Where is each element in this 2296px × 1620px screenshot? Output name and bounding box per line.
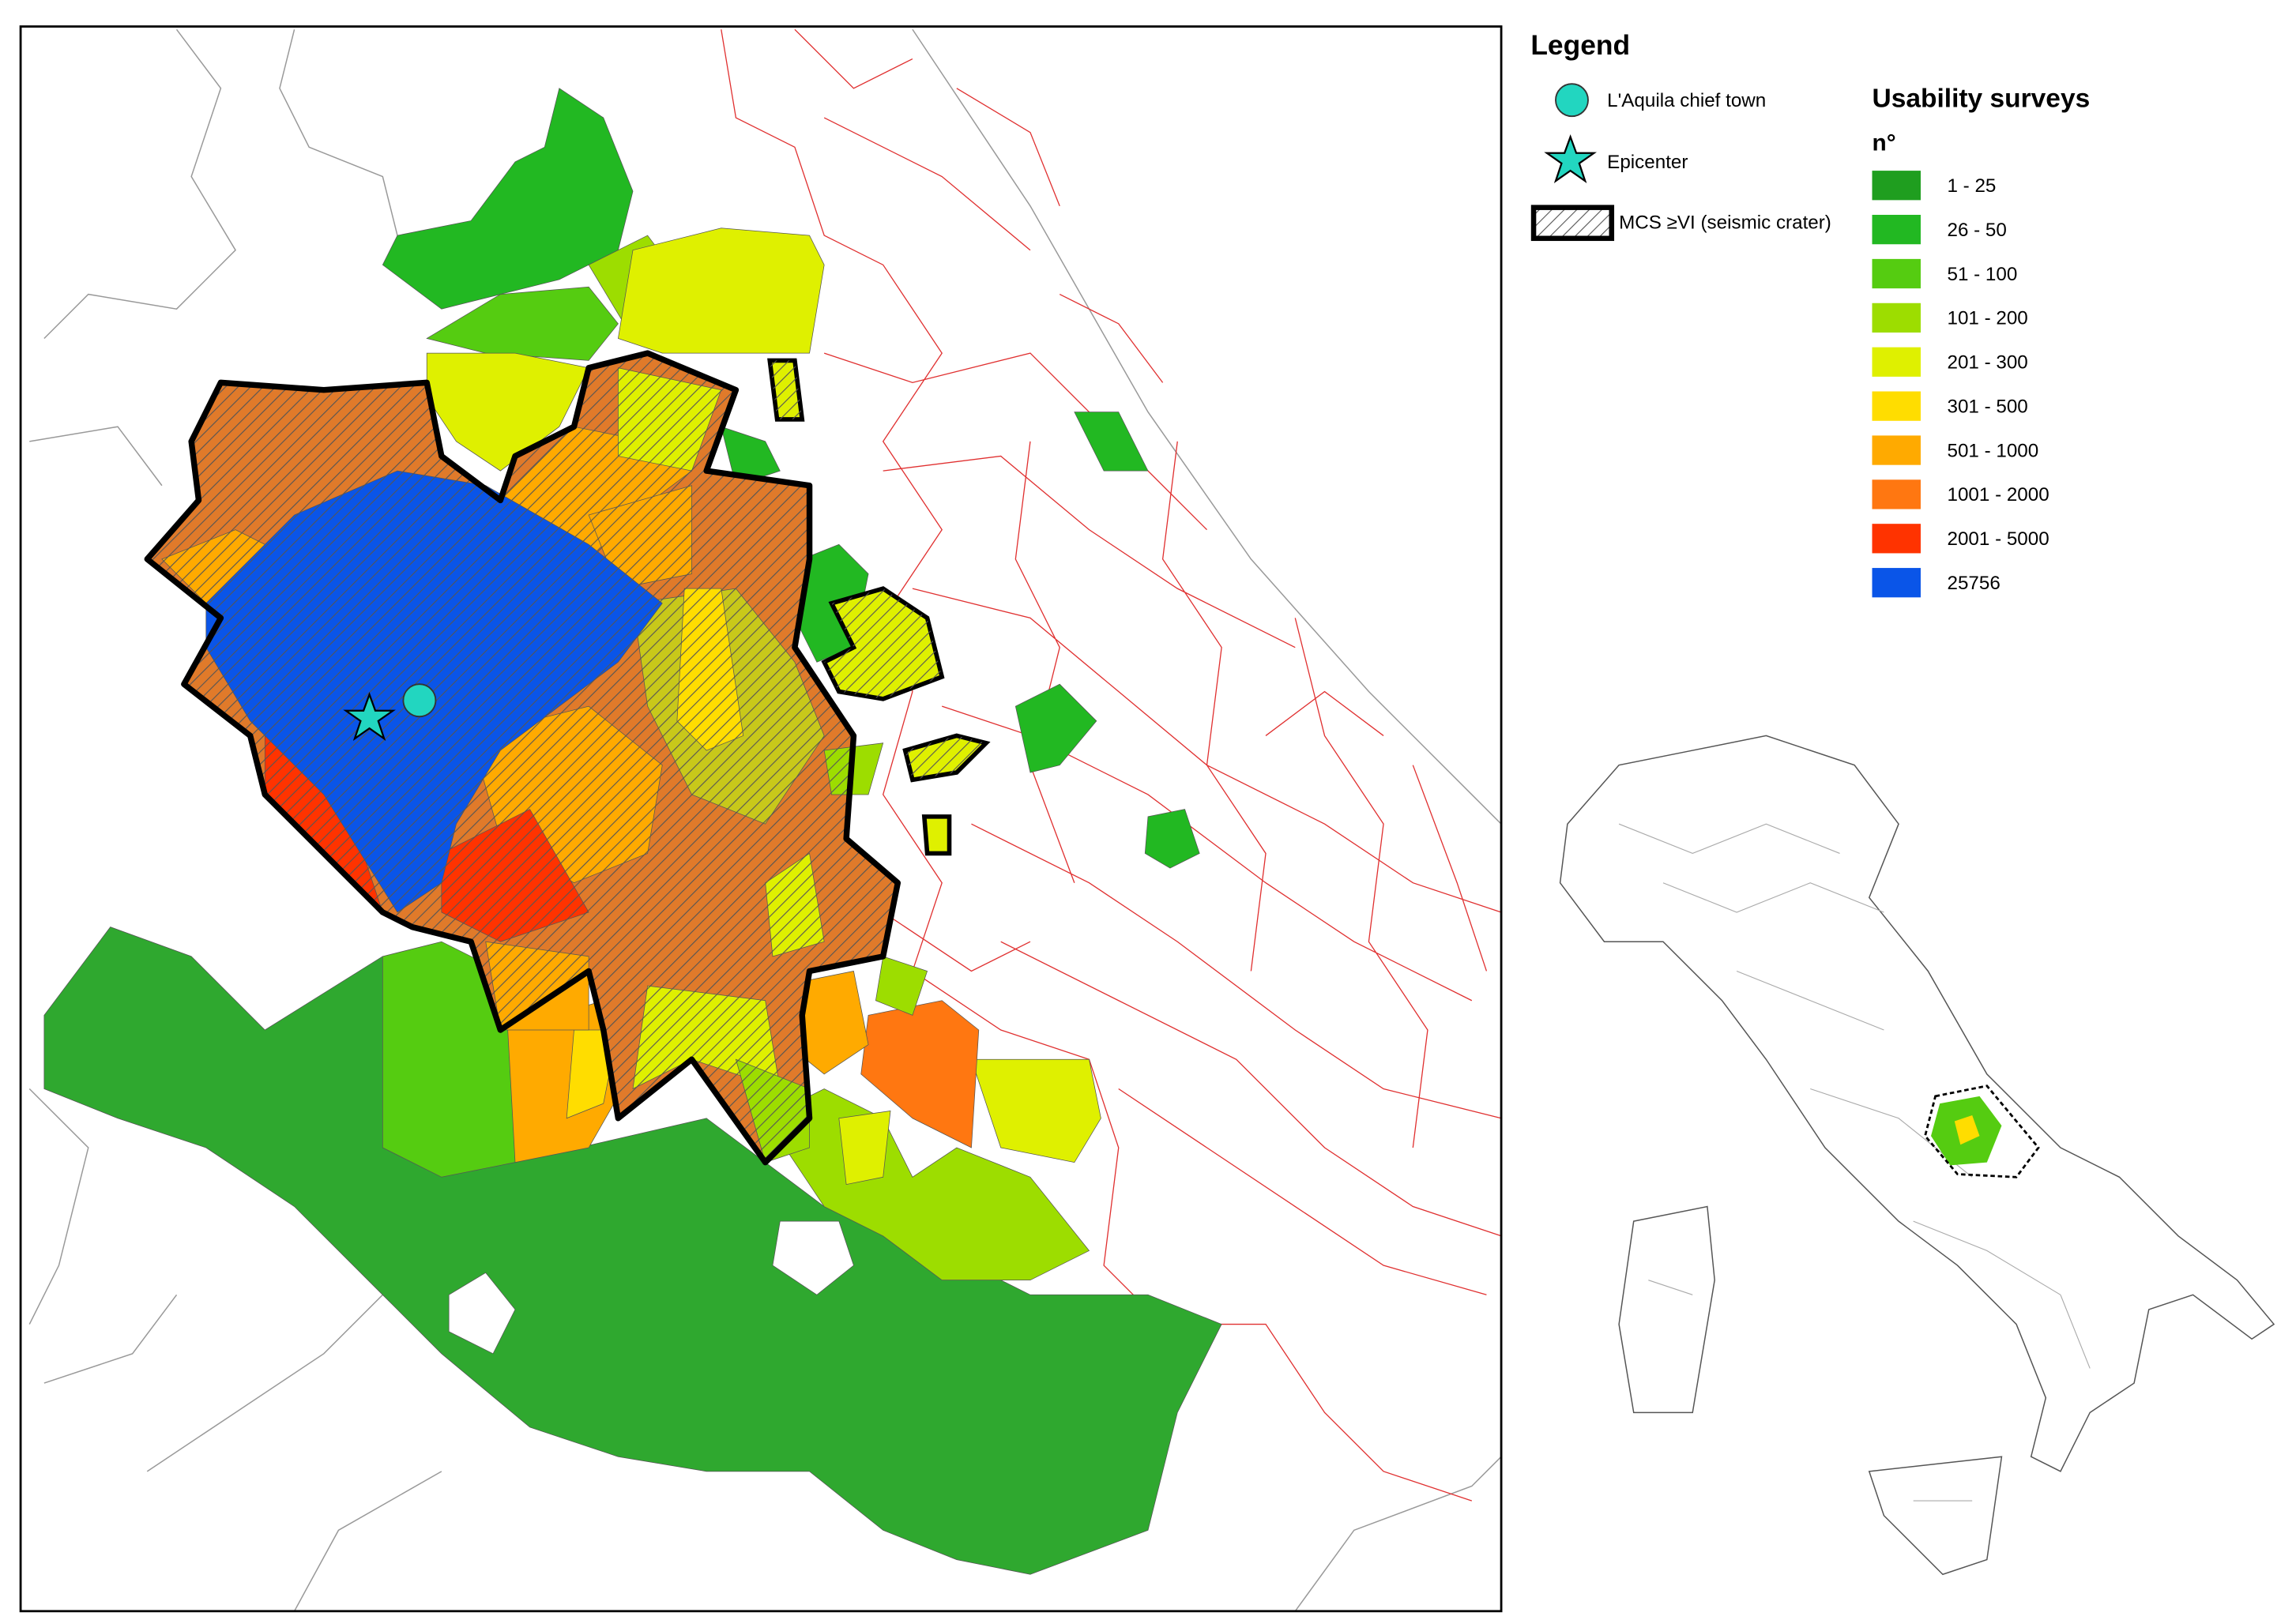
class-swatch (1872, 258, 1921, 289)
class-swatch (1872, 435, 1921, 465)
legend-label: MCS ≥VI (seismic crater) (1619, 212, 1831, 234)
class-swatch (1872, 391, 1921, 421)
legend-label: Epicenter (1607, 152, 1688, 173)
class-label: 1 - 25 (1948, 175, 1997, 197)
class-legend: 1 - 25 26 - 50 51 - 100 101 - 200 201 - 300 3… (1872, 171, 2049, 598)
class-swatch (1872, 347, 1921, 377)
class-label: 101 - 200 (1948, 308, 2028, 329)
legend-title: Legend (1530, 30, 1630, 61)
classes-unit: n° (1873, 130, 1896, 156)
classes-title: Usability surveys (1873, 85, 2091, 114)
legend-symbol (1544, 133, 1597, 183)
class-swatch (1872, 214, 1921, 245)
class-swatch (1872, 171, 1921, 201)
class-label: 1001 - 2000 (1948, 484, 2049, 506)
map-frame (19, 25, 1503, 1613)
legend-symbol (1530, 205, 1615, 242)
italy-inset (1559, 735, 2275, 1576)
class-label: 26 - 50 (1948, 220, 2007, 241)
epicenter-marker (343, 691, 396, 742)
laquila-marker (402, 683, 437, 718)
legend-label: L'Aquila chief town (1607, 90, 1766, 111)
class-swatch (1872, 524, 1921, 554)
main-map (21, 26, 1502, 1611)
class-label: 2001 - 5000 (1948, 528, 2049, 550)
class-swatch (1872, 568, 1921, 598)
class-label: 301 - 500 (1948, 396, 2028, 417)
class-label: 51 - 100 (1948, 264, 2018, 285)
class-swatch (1872, 479, 1921, 509)
legend-symbol (1555, 83, 1589, 118)
class-label: 501 - 1000 (1948, 440, 2039, 461)
class-label: 201 - 300 (1948, 352, 2028, 374)
class-swatch (1872, 303, 1921, 333)
seismic-crater (144, 350, 901, 1166)
class-label: 25756 (1948, 573, 2001, 594)
